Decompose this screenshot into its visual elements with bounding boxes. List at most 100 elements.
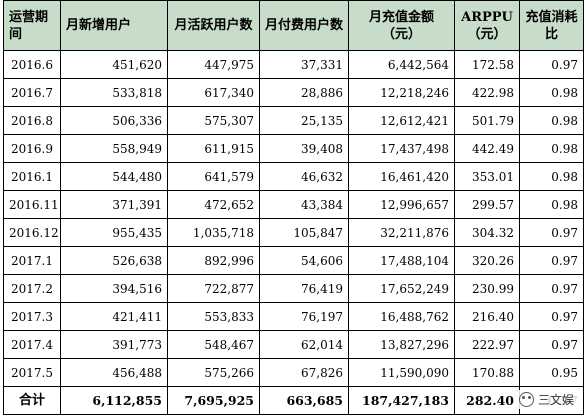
value-cell: 54,606	[259, 246, 349, 275]
value-cell: 526,638	[60, 246, 168, 275]
value-cell: 391,773	[60, 330, 168, 359]
period-cell: 2017.3	[3, 302, 61, 331]
value-cell: 105,847	[259, 218, 349, 247]
value-cell: 0.95	[519, 358, 584, 387]
operations-data-table: 运营期间 月新增用户 月活跃用户数 月付费用户数 月充值金额（元） ARPPU（…	[3, 0, 584, 415]
table-row: 2017.5 456,488 575,266 67,826 11,590,090 170.…	[3, 358, 584, 387]
value-cell: 16,488,762	[348, 302, 455, 331]
value-cell: 544,480	[60, 162, 168, 191]
value-cell: 222.97	[454, 330, 520, 359]
value-cell: 12,612,421	[348, 106, 455, 135]
value-cell: 442.49	[454, 134, 520, 163]
header-recharge-amount: 月充值金额（元）	[348, 0, 455, 51]
total-cell: 663,685	[259, 386, 349, 415]
header-active-users: 月活跃用户数	[167, 0, 260, 51]
value-cell: 67,826	[259, 358, 349, 387]
value-cell: 0.98	[519, 78, 584, 107]
table-row: 2017.3 421,411 553,833 76,197 16,488,762 216.…	[3, 302, 584, 331]
value-cell: 46,632	[259, 162, 349, 191]
value-cell: 472,652	[167, 190, 260, 219]
value-cell: 12,218,246	[348, 78, 455, 107]
value-cell: 575,266	[167, 358, 260, 387]
period-cell: 2017.5	[3, 358, 61, 387]
watermark-text: 三文娱	[537, 393, 574, 407]
value-cell: 353.01	[454, 162, 520, 191]
value-cell: 456,488	[60, 358, 168, 387]
total-cell: 7,695,925	[167, 386, 260, 415]
table-row: 2017.2 394,516 722,877 76,419 17,652,249 230.…	[3, 274, 584, 303]
table-row: 2016.9 558,949 611,915 39,408 17,437,498 442.…	[3, 134, 584, 163]
period-cell: 2016.6	[3, 50, 61, 79]
value-cell: 230.99	[454, 274, 520, 303]
value-cell: 611,915	[167, 134, 260, 163]
value-cell: 0.98	[519, 134, 584, 163]
total-cell: 6,112,855	[60, 386, 168, 415]
header-new-users: 月新增用户	[60, 0, 168, 51]
value-cell: 170.88	[454, 358, 520, 387]
period-cell: 2016.11	[3, 190, 61, 219]
value-cell: 39,408	[259, 134, 349, 163]
table-row: 2016.1 544,480 641,579 46,632 16,461,420 353.…	[3, 162, 584, 191]
value-cell: 1,035,718	[167, 218, 260, 247]
value-cell: 299.57	[454, 190, 520, 219]
value-cell: 0.98	[519, 190, 584, 219]
value-cell: 0.98	[519, 162, 584, 191]
value-cell: 553,833	[167, 302, 260, 331]
wechat-icon	[518, 392, 534, 407]
value-cell: 6,442,564	[348, 50, 455, 79]
value-cell: 172.58	[454, 50, 520, 79]
value-cell: 28,886	[259, 78, 349, 107]
value-cell: 13,827,296	[348, 330, 455, 359]
value-cell: 16,461,420	[348, 162, 455, 191]
value-cell: 0.97	[519, 302, 584, 331]
table-header-row: 运营期间 月新增用户 月活跃用户数 月付费用户数 月充值金额（元） ARPPU（…	[3, 0, 584, 51]
value-cell: 955,435	[60, 218, 168, 247]
value-cell: 501.79	[454, 106, 520, 135]
value-cell: 43,384	[259, 190, 349, 219]
value-cell: 62,014	[259, 330, 349, 359]
value-cell: 0.97	[519, 274, 584, 303]
value-cell: 76,197	[259, 302, 349, 331]
value-cell: 506,336	[60, 106, 168, 135]
value-cell: 722,877	[167, 274, 260, 303]
value-cell: 12,996,657	[348, 190, 455, 219]
table-row: 2017.1 526,638 892,996 54,606 17,488,104 320.…	[3, 246, 584, 275]
period-cell: 2017.4	[3, 330, 61, 359]
period-cell: 2016.12	[3, 218, 61, 247]
value-cell: 421,411	[60, 302, 168, 331]
period-cell: 2016.7	[3, 78, 61, 107]
header-period: 运营期间	[3, 0, 61, 51]
table-row: 2017.4 391,773 548,467 62,014 13,827,296 222.…	[3, 330, 584, 359]
total-cell: 282.40	[454, 386, 520, 415]
value-cell: 0.97	[519, 246, 584, 275]
period-cell: 2017.1	[3, 246, 61, 275]
value-cell: 17,437,498	[348, 134, 455, 163]
table-row: 2016.7 533,818 617,340 28,886 12,218,246 422.…	[3, 78, 584, 107]
value-cell: 37,331	[259, 50, 349, 79]
value-cell: 371,391	[60, 190, 168, 219]
period-cell: 2016.8	[3, 106, 61, 135]
value-cell: 533,818	[60, 78, 168, 107]
value-cell: 422.98	[454, 78, 520, 107]
value-cell: 0.98	[519, 106, 584, 135]
value-cell: 548,467	[167, 330, 260, 359]
value-cell: 451,620	[60, 50, 168, 79]
value-cell: 394,516	[60, 274, 168, 303]
value-cell: 0.97	[519, 218, 584, 247]
value-cell: 32,211,876	[348, 218, 455, 247]
value-cell: 17,488,104	[348, 246, 455, 275]
value-cell: 304.32	[454, 218, 520, 247]
value-cell: 0.97	[519, 50, 584, 79]
table-total-row: 合计 6,112,855 7,695,925 663,685 187,427,1…	[3, 386, 584, 415]
value-cell: 216.40	[454, 302, 520, 331]
value-cell: 17,652,249	[348, 274, 455, 303]
value-cell: 641,579	[167, 162, 260, 191]
watermark: 三文娱	[515, 390, 577, 409]
value-cell: 558,949	[60, 134, 168, 163]
table-row: 2016.12 955,435 1,035,718 105,847 32,211,876…	[3, 218, 584, 247]
total-cell: 合计	[3, 386, 61, 415]
value-cell: 892,996	[167, 246, 260, 275]
value-cell: 76,419	[259, 274, 349, 303]
value-cell: 617,340	[167, 78, 260, 107]
table-row: 2016.8 506,336 575,307 25,135 12,612,421 501.…	[3, 106, 584, 135]
